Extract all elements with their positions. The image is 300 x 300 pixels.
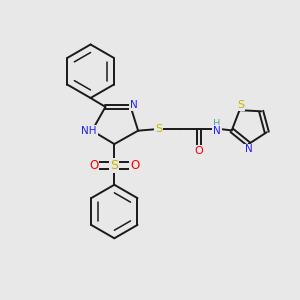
- Text: S: S: [155, 124, 163, 134]
- Text: O: O: [89, 159, 98, 172]
- Text: H: H: [213, 119, 220, 129]
- Text: S: S: [110, 159, 118, 172]
- Text: N: N: [245, 144, 253, 154]
- Text: N: N: [213, 126, 221, 136]
- Text: NH: NH: [81, 126, 97, 136]
- Text: O: O: [195, 146, 203, 156]
- Text: O: O: [130, 159, 140, 172]
- Text: N: N: [130, 100, 137, 110]
- Text: S: S: [238, 100, 244, 110]
